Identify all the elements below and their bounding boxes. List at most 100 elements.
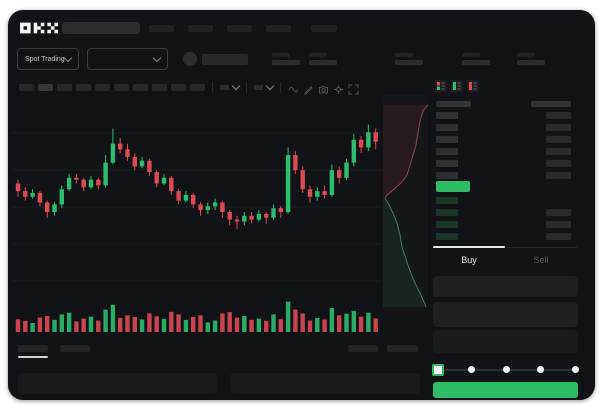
camera-snapshot-icon[interactable]	[318, 82, 329, 93]
bid-price-placeholder	[436, 233, 458, 240]
ask-price-placeholder	[436, 148, 458, 155]
coin-avatar	[183, 52, 197, 66]
nav-item-placeholder[interactable]	[149, 25, 174, 32]
ask-amount-placeholder	[546, 160, 571, 167]
header-right-placeholder[interactable]	[311, 25, 337, 32]
stat-value-placeholder	[462, 60, 490, 65]
wave-indicator-icon[interactable]	[288, 82, 299, 93]
active-tab-indicator	[433, 246, 505, 248]
slider-stop[interactable]	[571, 366, 579, 373]
toolbar-divider	[246, 81, 247, 93]
ask-amount-placeholder	[546, 112, 571, 119]
timeframe-button[interactable]	[38, 83, 53, 91]
ticker-stat	[272, 53, 300, 65]
bottom-right-control-2[interactable]	[387, 345, 418, 352]
timeframe-button[interactable]	[19, 83, 34, 91]
bid-amount-placeholder	[546, 233, 571, 240]
ask-amount-placeholder	[546, 136, 571, 143]
settings-gear-icon[interactable]	[333, 82, 344, 94]
depth-chart	[383, 95, 428, 310]
book-bids-only-icon[interactable]	[451, 80, 463, 92]
ask-price-placeholder	[436, 124, 458, 131]
ask-price-placeholder	[436, 160, 458, 167]
timeframe-button[interactable]	[190, 83, 205, 91]
bottom-tab-indicator	[18, 356, 48, 358]
ask-amount-placeholder	[546, 172, 571, 179]
slider-stop[interactable]	[537, 366, 544, 373]
total-input[interactable]	[433, 330, 578, 353]
tab-buy[interactable]: Buy	[461, 255, 477, 265]
ticker-stat	[395, 53, 423, 65]
ticker-stat	[462, 53, 490, 65]
bid-price-placeholder	[436, 221, 458, 228]
bottom-tab-2[interactable]	[60, 345, 90, 352]
price-input[interactable]	[433, 276, 578, 297]
orderbook-amount-header	[531, 101, 571, 107]
stat-value-placeholder	[309, 60, 337, 65]
okx-app-window: OKX Spot Trading Buy Sell	[8, 10, 595, 400]
stat-value-placeholder	[272, 60, 300, 65]
timeframe-button[interactable]	[95, 83, 110, 91]
nav-item-placeholder[interactable]	[227, 25, 252, 32]
slider-stop[interactable]	[468, 366, 475, 373]
ask-price-placeholder	[436, 172, 458, 179]
amount-input[interactable]	[433, 302, 578, 327]
book-combined-icon[interactable]	[435, 80, 447, 92]
buy-submit-button[interactable]	[433, 382, 578, 398]
stat-value-placeholder	[517, 60, 545, 65]
market-type-selector[interactable]: Spot Trading	[17, 48, 79, 70]
orders-panel-right	[230, 373, 420, 394]
stat-value-placeholder	[395, 60, 423, 65]
nav-item-placeholder[interactable]	[266, 25, 291, 32]
slider-stop[interactable]	[502, 366, 510, 373]
chevron-down-icon	[63, 53, 73, 62]
nav-item-placeholder[interactable]	[188, 25, 213, 32]
chevron-down-icon[interactable]	[265, 81, 275, 90]
chart-toolbar	[19, 80, 359, 95]
orderbook-price-header	[436, 101, 471, 107]
search-input[interactable]	[62, 22, 140, 34]
stat-label-placeholder	[309, 53, 327, 57]
chevron-down-icon	[152, 53, 162, 62]
timeframe-button[interactable]	[152, 83, 167, 91]
timeframe-button[interactable]	[57, 83, 72, 91]
bottom-tab-active[interactable]	[18, 345, 48, 352]
toolbar-divider	[280, 81, 281, 93]
bid-amount-placeholder	[546, 209, 571, 216]
stat-label-placeholder	[395, 53, 413, 57]
ask-price-placeholder	[436, 112, 458, 119]
book-asks-only-icon[interactable]	[467, 80, 479, 92]
timeframe-button[interactable]	[114, 83, 129, 91]
ask-amount-placeholder	[546, 148, 571, 155]
bid-price-placeholder	[436, 209, 458, 216]
bid-amount-placeholder	[546, 221, 571, 228]
ask-price-placeholder	[436, 136, 458, 143]
chart-style-placeholder	[254, 84, 263, 90]
top-nav	[149, 25, 291, 32]
candlestick-chart[interactable]	[12, 96, 382, 336]
orders-panel-left	[18, 373, 217, 394]
timeframe-button[interactable]	[133, 83, 148, 91]
stat-label-placeholder	[517, 53, 535, 57]
bid-price-placeholder	[436, 197, 458, 204]
ask-amount-placeholder	[546, 124, 571, 131]
stat-label-placeholder	[462, 53, 480, 57]
orderbook-last-price[interactable]	[436, 181, 470, 192]
brand-name: OKX	[8, 10, 9, 11]
fullscreen-expand-icon[interactable]	[348, 82, 359, 94]
pair-dropdown[interactable]	[87, 48, 168, 70]
toolbar-divider	[212, 81, 213, 93]
ticker-stat	[517, 53, 545, 65]
market-type-label: Spot Trading	[25, 55, 65, 63]
slider-handle[interactable]	[432, 364, 444, 376]
chevron-down-icon[interactable]	[231, 81, 241, 90]
ticker-stat	[309, 53, 337, 65]
timeframe-button[interactable]	[76, 83, 91, 91]
timeframe-button[interactable]	[171, 83, 186, 91]
tab-sell[interactable]: Sell	[533, 255, 549, 265]
bottom-right-control-1[interactable]	[348, 345, 378, 352]
edit-pencil-icon[interactable]	[303, 82, 314, 95]
interval-label-placeholder	[220, 84, 229, 90]
stat-label-placeholder	[272, 53, 290, 57]
